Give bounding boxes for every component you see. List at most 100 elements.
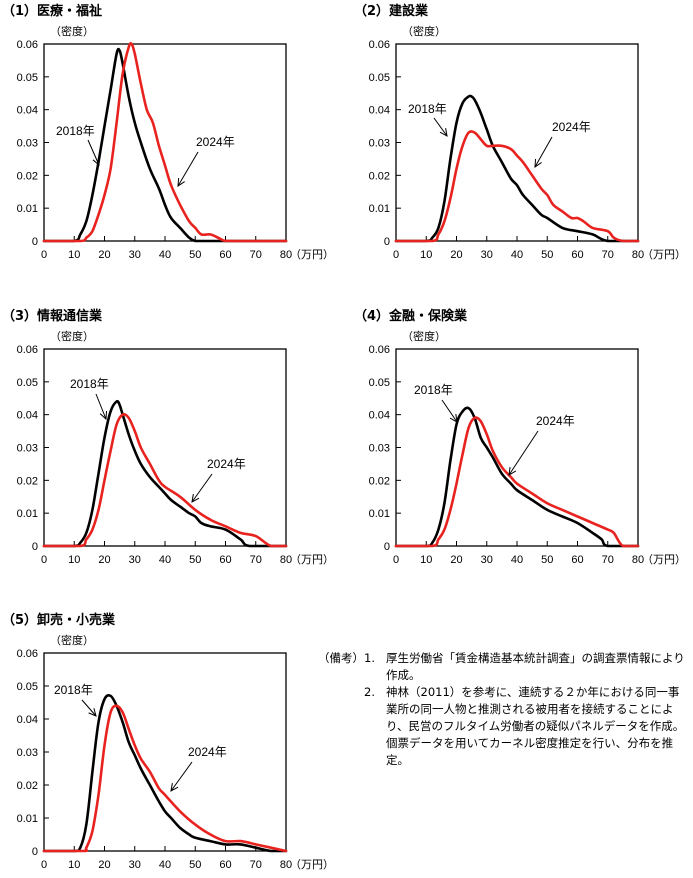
y-tick-label: 0.04 (17, 105, 38, 117)
annotation-arrow (95, 393, 107, 420)
y-tick-label: 0.04 (369, 410, 390, 422)
note-number: 2. (364, 685, 375, 699)
x-axis-unit: （万円） (642, 553, 686, 566)
x-tick-label: 50 (189, 249, 201, 261)
x-tick-label: 30 (481, 249, 493, 261)
annotation-arrow (534, 136, 553, 168)
y-tick-label: 0.03 (369, 138, 390, 150)
y-tick-label: 0.03 (17, 747, 38, 759)
annotation-2024: 2024年 (536, 414, 575, 428)
y-tick-label: 0.01 (369, 203, 390, 215)
chart-panel-5: （5）卸売・小売業 （密度） 0 0.01 0.02 0.03 0.04 0.05 0.06 0 1… (2, 612, 334, 871)
annotation-arrow (508, 430, 539, 476)
x-tick-label: 60 (219, 859, 231, 871)
annotation-2018: 2018年 (54, 683, 93, 697)
y-tick-label: 0.04 (17, 714, 38, 726)
x-axis-unit: （万円） (290, 858, 334, 871)
series-line-2024 (42, 413, 288, 548)
x-tick-label: 60 (571, 249, 583, 261)
x-tick-label: 80 (280, 859, 292, 871)
arrow-head-icon (170, 783, 179, 792)
annotation-2024: 2024年 (196, 135, 235, 149)
notes: （備考） 1. 厚生労働省「賃金構造基本統計調査」の調査票情報により作成。 2.… (318, 650, 690, 769)
annotation-arrow (433, 117, 448, 137)
annotation-arrow (87, 139, 100, 166)
annotation-2018: 2018年 (56, 124, 95, 138)
x-tick-label: 0 (41, 859, 47, 871)
series-line-2024 (394, 130, 640, 243)
chart-title: （5）卸売・小売業 (2, 612, 116, 628)
series-line-2024 (42, 704, 288, 853)
x-tick-label: 20 (98, 554, 110, 566)
series-line-2018 (394, 94, 640, 243)
series-line-2018 (42, 47, 288, 243)
chart-title: （1）医療・福祉 (2, 3, 102, 19)
note-row-1: （備考） 1. 厚生労働省「賃金構造基本統計調査」の調査票情報により作成。 (318, 650, 690, 684)
annotation-2018: 2018年 (408, 102, 447, 116)
y-axis-label: （密度） (50, 329, 94, 343)
y-tick-label: 0.05 (17, 377, 38, 389)
x-tick-label: 50 (541, 249, 553, 261)
x-tick-label: 70 (602, 249, 614, 261)
y-tick-label: 0.03 (369, 443, 390, 455)
x-tick-label: 10 (420, 554, 432, 566)
x-tick-label: 0 (393, 249, 399, 261)
x-tick-label: 70 (602, 554, 614, 566)
series-line-2018 (394, 406, 640, 548)
chart-title: （3）情報通信業 (2, 308, 103, 324)
series-line-2024 (394, 416, 640, 548)
x-tick-label: 70 (250, 859, 262, 871)
series-line-2018 (42, 694, 288, 853)
x-tick-label: 70 (250, 554, 262, 566)
series-line-2018 (42, 399, 288, 548)
plot-frame (395, 348, 639, 547)
x-tick-label: 10 (68, 859, 80, 871)
y-tick-label: 0 (32, 236, 38, 248)
y-tick-label: 0.02 (369, 475, 390, 487)
chart-panel-4: （4）金融・保険業 （密度） 0 0.01 0.02 0.03 0.04 0.05 0.06 0 1… (354, 308, 686, 566)
note-number: 1. (364, 651, 375, 665)
y-tick-label: 0.04 (369, 105, 390, 117)
y-tick-label: 0.05 (369, 377, 390, 389)
x-tick-label: 80 (632, 554, 644, 566)
y-tick-label: 0.01 (17, 508, 38, 520)
x-tick-label: 50 (189, 554, 201, 566)
note-label: （備考） (318, 651, 364, 665)
arrow-head-icon (88, 708, 97, 717)
x-tick-label: 60 (219, 554, 231, 566)
note-text: 神林（2011）を参考に、連続する２か年における同一事業所の同一人物と推測される… (386, 685, 685, 767)
x-axis-unit: （万円） (642, 248, 686, 261)
x-tick-label: 20 (98, 249, 110, 261)
x-tick-label: 40 (159, 554, 171, 566)
x-tick-label: 20 (450, 249, 462, 261)
chart-panel-1: （1）医療・福祉 （密度） 0 0.01 0.02 0.03 0.04 0.05 0.06 0 10… (2, 3, 334, 261)
x-tick-label: 40 (511, 554, 523, 566)
y-tick-label: 0.02 (17, 780, 38, 792)
arrow-head-icon (99, 410, 108, 421)
series-line-2024 (42, 41, 288, 243)
note-row-2: 2. 神林（2011）を参考に、連続する２か年における同一事業所の同一人物と推測… (318, 684, 690, 769)
x-tick-label: 20 (98, 859, 110, 871)
annotation-2024: 2024年 (188, 745, 227, 759)
x-tick-label: 80 (632, 249, 644, 261)
note-text: 厚生労働省「賃金構造基本統計調査」の調査票情報により作成。 (386, 651, 685, 682)
x-tick-label: 70 (250, 249, 262, 261)
y-tick-label: 0.02 (17, 170, 38, 182)
y-tick-label: 0.01 (17, 203, 38, 215)
x-tick-label: 10 (68, 554, 80, 566)
y-tick-label: 0 (32, 541, 38, 553)
plot-frame (395, 43, 639, 242)
annotation-arrow (177, 151, 199, 187)
x-tick-label: 30 (129, 554, 141, 566)
x-tick-label: 80 (280, 249, 292, 261)
x-tick-label: 60 (219, 249, 231, 261)
annotation-2024: 2024年 (552, 120, 591, 134)
x-tick-label: 50 (541, 554, 553, 566)
x-tick-label: 30 (129, 249, 141, 261)
annotation-2024: 2024年 (207, 457, 246, 471)
arrow-head-icon (534, 158, 542, 169)
y-axis-label: （密度） (50, 24, 94, 38)
x-tick-label: 40 (511, 249, 523, 261)
annotation-arrow (441, 399, 458, 423)
